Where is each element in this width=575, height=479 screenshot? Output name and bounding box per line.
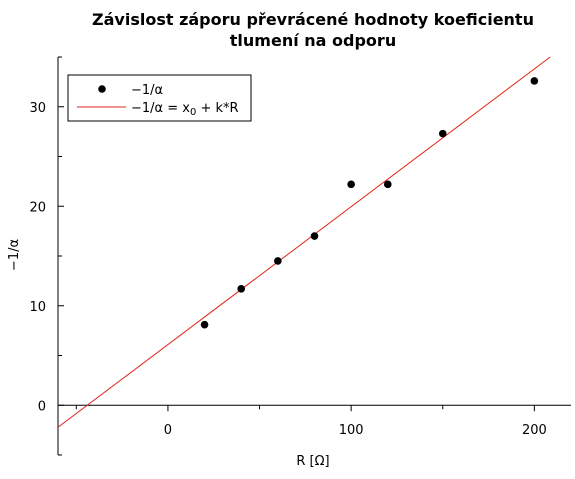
- data-point: [438, 129, 447, 138]
- legend-label-fit-suffix: + k*R: [196, 101, 238, 116]
- data-point: [383, 180, 392, 189]
- x-tick-label: 100: [339, 423, 364, 438]
- y-tick-label: 10: [29, 300, 46, 315]
- legend-label-fit: −1/α = x0 + k*R: [131, 101, 239, 118]
- fit-line-group: [57, 56, 551, 428]
- data-point: [200, 320, 209, 329]
- chart-title-line-2: tlumení na odporu: [230, 31, 396, 50]
- data-points-group: [200, 77, 539, 329]
- legend-label-fit-prefix: −1/α = x: [131, 101, 190, 116]
- y-tick-label: 0: [38, 399, 46, 414]
- legend: −1/α −1/α = x0 + k*R: [67, 74, 252, 122]
- data-point: [530, 77, 539, 85]
- y-axis-label: −1/α: [7, 239, 22, 271]
- legend-label-fit-subscript: 0: [190, 107, 196, 118]
- x-axis-label: R [Ω]: [296, 454, 329, 469]
- data-point: [310, 232, 319, 240]
- x-tick-label: 0: [164, 423, 172, 438]
- x-tick-label: 200: [522, 423, 547, 438]
- y-tick-label: 20: [29, 200, 46, 215]
- data-point: [274, 257, 282, 265]
- chart-title-line-1: Závislost záporu převrácené hodnoty koef…: [92, 10, 534, 29]
- tick-group: 0 100 200 0 10 20 30: [29, 56, 547, 456]
- fit-line: [57, 56, 551, 428]
- legend-marker-points: [98, 85, 106, 93]
- legend-label-points: −1/α: [131, 83, 163, 98]
- y-tick-label: 30: [29, 101, 46, 116]
- data-point: [237, 285, 246, 293]
- data-point: [347, 180, 355, 189]
- legend-box: [67, 74, 252, 122]
